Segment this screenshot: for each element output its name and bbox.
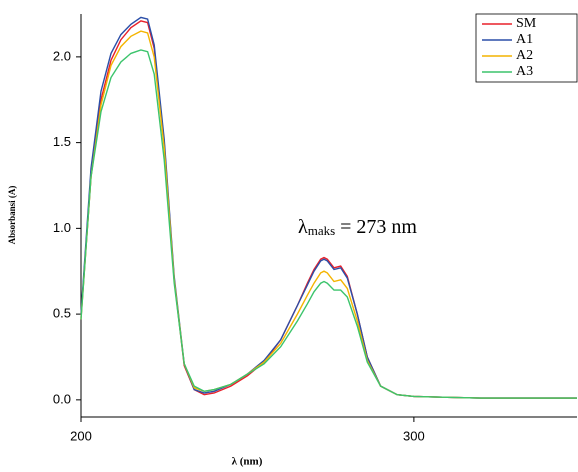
annotation: λmaks = 273 nm xyxy=(298,216,417,238)
legend-label: A1 xyxy=(516,32,533,47)
legend-label: SM xyxy=(516,16,537,31)
y-tick-label: 1.0 xyxy=(53,220,71,235)
legend-box xyxy=(475,13,578,83)
x-tick-label: 200 xyxy=(70,428,92,443)
legend-label: A3 xyxy=(516,64,533,79)
y-tick-label: 0.5 xyxy=(53,306,71,321)
y-axis-label: Absorbansi (A) xyxy=(7,186,17,245)
x-tick-label: 300 xyxy=(403,428,425,443)
y-tick-label: 0.0 xyxy=(53,391,71,406)
annotation-subscript: maks xyxy=(308,223,335,238)
y-tick-label: 1.5 xyxy=(53,134,71,149)
series-line xyxy=(80,49,577,399)
legend-label: A2 xyxy=(516,48,533,63)
annotation-symbol: λ xyxy=(298,216,308,238)
x-axis-label: λ (nm) xyxy=(232,456,263,468)
annotation-text: = 273 nm xyxy=(340,216,417,238)
y-tick-label: 2.0 xyxy=(53,48,71,63)
